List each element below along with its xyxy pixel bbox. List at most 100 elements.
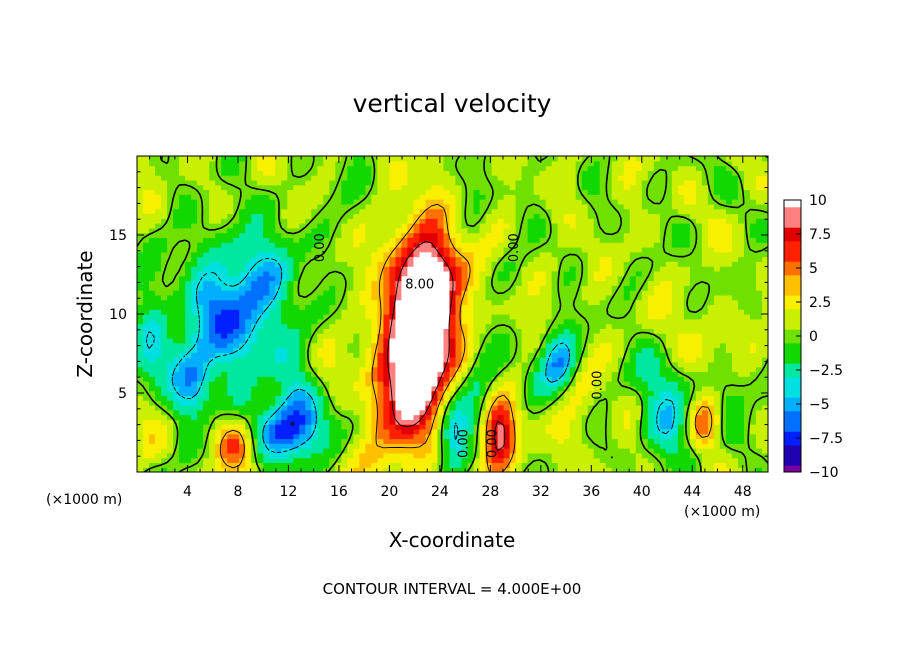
heat-cell: [671, 275, 679, 282]
heat-cell: [737, 318, 745, 325]
heat-cell: [137, 294, 144, 301]
heat-cell: [137, 337, 144, 344]
heat-cell: [731, 443, 739, 449]
heat-cell: [455, 352, 463, 358]
heat-cell: [143, 342, 150, 349]
heat-cell: [761, 371, 768, 377]
heat-cell: [407, 318, 415, 325]
heat-cell: [221, 285, 228, 291]
heat-cell: [233, 337, 240, 344]
heat-cell: [251, 246, 258, 253]
heat-cell: [527, 452, 535, 459]
heat-cell: [671, 342, 679, 349]
heat-cell: [683, 371, 691, 377]
heat-cell: [239, 448, 246, 454]
heat-cell: [461, 385, 469, 392]
heat-cell: [623, 309, 631, 315]
heat-cell: [431, 381, 439, 387]
heat-cell: [287, 266, 294, 272]
heat-cell: [509, 385, 517, 392]
heat-cell: [239, 433, 246, 440]
heat-cell: [293, 280, 300, 286]
heat-cell: [251, 261, 258, 267]
heat-cell: [473, 352, 481, 358]
heat-cell: [515, 371, 523, 377]
heat-cell: [551, 323, 559, 329]
heat-cell: [443, 309, 451, 315]
heat-cell: [659, 414, 667, 420]
heat-cell: [191, 352, 198, 358]
heat-cell: [503, 376, 511, 382]
heat-cell: [623, 390, 631, 396]
heat-cell: [287, 419, 294, 425]
heat-cell: [725, 371, 733, 377]
heat-cell: [521, 404, 529, 411]
heat-cell: [323, 251, 330, 258]
heat-cell: [215, 357, 222, 363]
heat-cell: [749, 333, 757, 339]
heat-cell: [527, 457, 535, 464]
heat-cell: [335, 366, 342, 373]
heat-cell: [437, 347, 445, 353]
heat-cell: [701, 275, 709, 282]
heat-cell: [413, 357, 421, 363]
heat-cell: [341, 299, 348, 306]
heat-cell: [455, 366, 463, 373]
heat-cell: [653, 428, 661, 435]
heat-cell: [371, 314, 378, 320]
heat-cell: [353, 309, 360, 315]
heat-cell: [569, 347, 577, 353]
heat-cell: [407, 285, 415, 291]
heat-cell: [635, 424, 643, 430]
heat-cell: [671, 433, 679, 440]
heat-cell: [629, 424, 637, 430]
heat-cell: [317, 400, 324, 406]
heat-cell: [473, 385, 481, 392]
heat-cell: [473, 337, 481, 344]
heat-cell: [581, 352, 589, 358]
heat-cell: [371, 448, 378, 454]
heat-cell: [473, 409, 481, 416]
heat-cell: [521, 462, 529, 468]
heat-cell: [749, 433, 757, 440]
heat-cell: [677, 448, 685, 454]
heat-cell: [677, 246, 685, 253]
heat-cell: [155, 246, 162, 253]
heat-cell: [677, 299, 685, 306]
heat-cell: [725, 280, 733, 286]
heat-cell: [461, 357, 469, 363]
heat-cell: [161, 304, 168, 310]
heat-cell: [689, 266, 697, 272]
heat-cell: [425, 318, 433, 325]
heat-cell: [359, 352, 366, 358]
heat-cell: [605, 261, 613, 267]
heat-cell: [425, 256, 433, 262]
heat-cell: [161, 390, 168, 396]
heat-cell: [761, 328, 768, 334]
heat-cell: [521, 290, 529, 296]
heat-cell: [269, 242, 276, 248]
heat-cell: [347, 385, 354, 392]
heat-cell: [293, 294, 300, 301]
heat-cell: [737, 462, 745, 468]
heat-cell: [185, 294, 192, 301]
heat-cell: [341, 390, 348, 396]
heat-cell: [419, 290, 427, 296]
heat-cell: [479, 294, 487, 301]
heat-cell: [467, 256, 475, 262]
heat-cell: [647, 275, 655, 282]
heat-cell: [695, 337, 703, 344]
heat-cell: [677, 251, 685, 258]
heat-cell: [341, 314, 348, 320]
heat-cell: [479, 323, 487, 329]
heat-cell: [599, 266, 607, 272]
heat-cell: [425, 390, 433, 396]
heat-cell: [587, 361, 595, 368]
heat-cell: [293, 438, 300, 444]
heat-cell: [611, 323, 619, 329]
heat-cell: [137, 443, 144, 449]
heat-cell: [533, 371, 541, 377]
heat-cell: [413, 352, 421, 358]
heat-cell: [743, 361, 751, 368]
heat-cell: [257, 381, 264, 387]
